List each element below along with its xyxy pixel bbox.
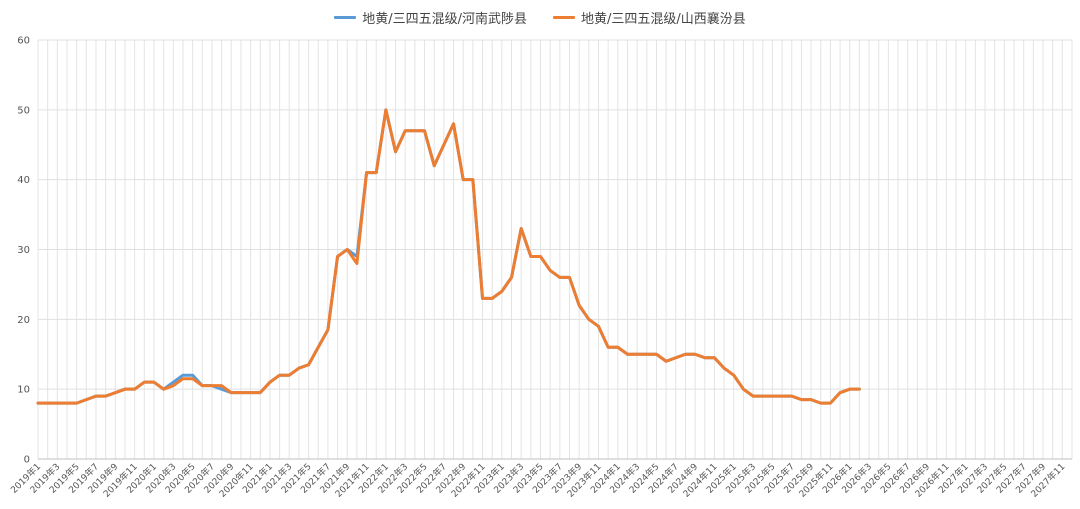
chart-legend: 地黄/三四五混级/河南武陟县 地黄/三四五混级/山西襄汾县 <box>0 8 1080 27</box>
y-tick-label: 50 <box>17 105 30 116</box>
y-tick-label: 0 <box>24 455 30 466</box>
y-tick-label: 20 <box>17 315 30 326</box>
y-tick-label: 60 <box>17 36 30 47</box>
legend-swatch-series-2 <box>553 16 575 19</box>
series-line-1 <box>36 108 861 405</box>
legend-label-series-1: 地黄/三四五混级/河南武陟县 <box>362 12 527 27</box>
legend-item-series-2[interactable]: 地黄/三四五混级/山西襄汾县 <box>553 8 746 27</box>
y-tick-label: 40 <box>17 175 30 186</box>
y-tick-label: 10 <box>17 385 30 396</box>
legend-swatch-series-1 <box>334 16 357 19</box>
legend-item-series-1[interactable]: 地黄/三四五混级/河南武陟县 <box>334 8 527 27</box>
y-tick-label: 30 <box>17 245 30 256</box>
series-line-2 <box>36 108 861 405</box>
legend-label-series-2: 地黄/三四五混级/山西襄汾县 <box>581 12 746 27</box>
